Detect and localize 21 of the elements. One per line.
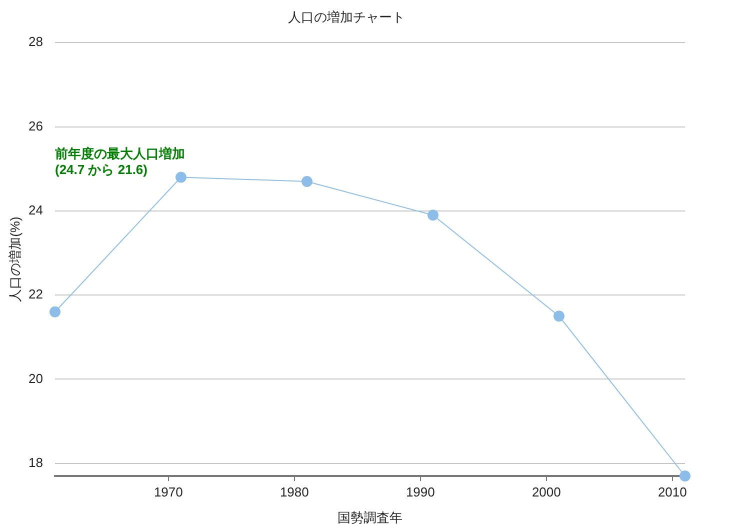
x-tick-label: 2010 [658, 484, 687, 500]
y-tick-label: 18 [28, 454, 43, 470]
y-tick-label: 28 [28, 34, 43, 50]
y-tick-label: 20 [28, 370, 43, 386]
y-axis-title: 人口の増加(%) [7, 216, 22, 302]
x-tick-label: 1980 [280, 484, 309, 500]
y-tick-label: 26 [28, 118, 43, 134]
chart-title: 人口の増加チャート [288, 9, 405, 24]
annotation: 前年度の最大人口増加 (24.7 から 21.6) [54, 146, 185, 178]
x-tick-label: 2000 [532, 484, 561, 500]
y-tick-label: 24 [28, 202, 43, 218]
y-tick-label: 22 [28, 286, 43, 302]
point [554, 310, 564, 322]
point [428, 210, 438, 221]
x-tick-label: 1990 [406, 484, 435, 500]
point [176, 172, 186, 183]
x-axis-title: 国勢調査年 [338, 510, 402, 525]
x-tick-label: 1970 [154, 484, 183, 500]
point [50, 306, 60, 318]
point [302, 176, 312, 187]
point [680, 470, 690, 482]
